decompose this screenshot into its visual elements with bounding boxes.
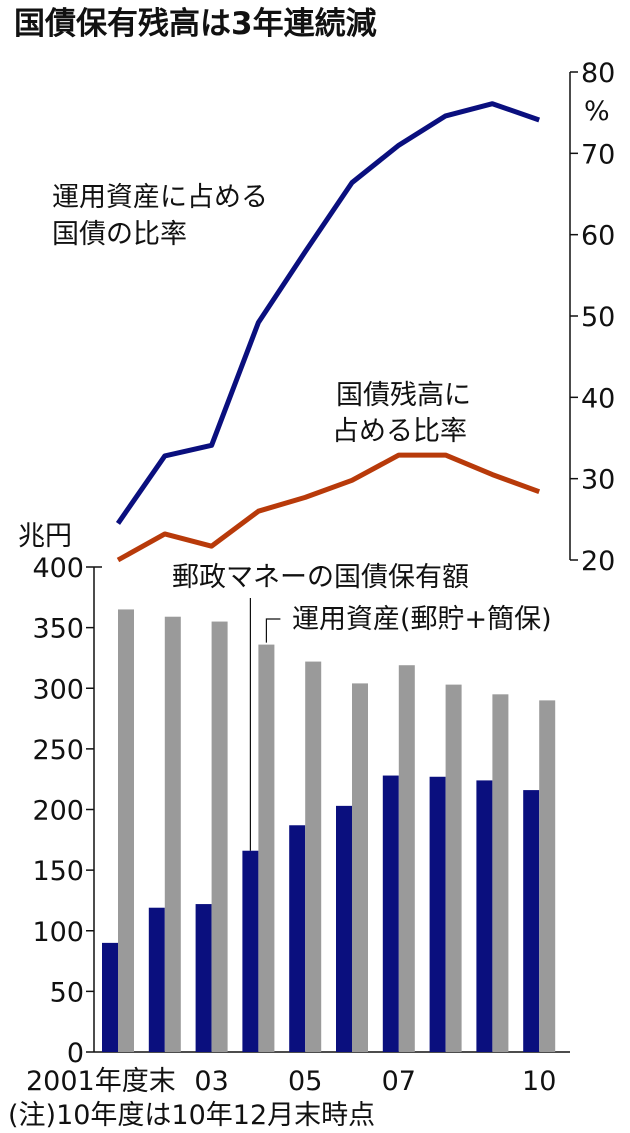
line-y-tick-label: 70: [581, 139, 615, 170]
line-label-bond-ratio-assets-1: 運用資産に占める: [52, 182, 268, 213]
bar-operating-assets-2006: [352, 683, 368, 1052]
x-tick-label: 07: [382, 1066, 416, 1097]
x-tick-label: 10: [522, 1066, 556, 1097]
bar-axis-unit: 兆円: [18, 521, 72, 552]
line-y-tick-label: 30: [581, 465, 615, 496]
line-bond-ratio-outstanding: [116, 452, 541, 563]
bar-y-tick-label: 250: [32, 735, 84, 766]
chart-title: 国債保有残高は3年連続減: [14, 6, 377, 42]
bar-y-tick-label: 0: [67, 1038, 84, 1069]
callout-leader-operating-assets: [265, 618, 281, 643]
bar-operating-assets-2010: [539, 700, 556, 1052]
line-label-bond-ratio-outstanding-1: 国債残高に: [336, 380, 471, 411]
bar-jgb-holdings-2007: [382, 775, 399, 1052]
bar-label-jgb-holdings: 郵政マネーの国債保有額: [172, 562, 469, 593]
bar-jgb-holdings-2001: [102, 942, 118, 1052]
line-bond-ratio-assets: [115, 101, 541, 525]
bar-operating-assets-2005: [305, 661, 322, 1052]
line-y-tick-label: 50: [581, 302, 615, 333]
bar-jgb-holdings-2002: [148, 907, 165, 1052]
line-y-tick-label: 40: [581, 383, 615, 414]
bar-y-tick-label: 400: [32, 553, 84, 584]
bar-jgb-holdings-2005: [289, 825, 306, 1052]
line-label-bond-ratio-outstanding-2: 占める比率: [332, 416, 467, 447]
bar-jgb-holdings-2008: [429, 776, 446, 1052]
bar-y-tick-label: 50: [50, 977, 84, 1008]
bar-y-tick-label: 350: [32, 614, 84, 645]
bar-jgb-holdings-2010: [523, 790, 540, 1052]
x-tick-label: 03: [194, 1066, 228, 1097]
bar-y-tick-label: 200: [32, 796, 84, 827]
x-tick-label: 2001年度末: [26, 1066, 176, 1097]
bar-y-tick-label: 150: [32, 856, 84, 887]
bar-jgb-holdings-2006: [336, 805, 352, 1052]
line-y-tick-label: 80: [581, 58, 615, 89]
line-y-tick-label: 60: [581, 221, 615, 252]
bar-y-tick-label: 100: [32, 917, 84, 948]
bar-jgb-holdings-2003: [195, 904, 212, 1052]
bar-operating-assets-2001: [118, 609, 134, 1052]
x-tick-label: 05: [288, 1066, 322, 1097]
footnote: (注)10年度は10年12月末時点: [8, 1100, 375, 1131]
line-y-tick-label: 20: [581, 546, 615, 577]
bar-operating-assets-2002: [164, 616, 181, 1052]
bar-label-operating-assets: 運用資産(郵貯+簡保): [292, 604, 552, 635]
bar-jgb-holdings-2009: [476, 780, 493, 1052]
line-axis-unit: %: [584, 96, 610, 127]
line-label-bond-ratio-assets-2: 国債の比率: [52, 219, 187, 250]
bar-operating-assets-2009: [492, 694, 509, 1052]
bar-operating-assets-2003: [211, 621, 228, 1052]
bar-y-tick-label: 300: [32, 674, 84, 705]
bar-operating-assets-2004: [258, 644, 275, 1052]
bar-operating-assets-2007: [398, 665, 415, 1052]
bar-jgb-holdings-2004: [242, 850, 259, 1052]
bar-operating-assets-2008: [445, 684, 462, 1052]
